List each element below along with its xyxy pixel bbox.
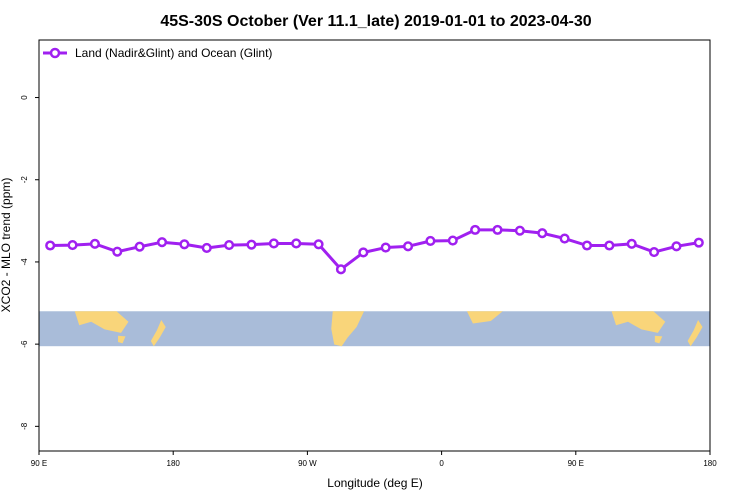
x-tick-label: 180 <box>703 459 717 468</box>
y-tick-label: -8 <box>20 422 29 430</box>
data-point <box>671 241 682 252</box>
data-point <box>380 242 391 253</box>
data-point <box>470 224 481 235</box>
data-point <box>268 238 279 249</box>
data-point <box>45 240 56 251</box>
data-point <box>246 239 257 250</box>
plot-frame <box>38 39 711 452</box>
data-point <box>537 228 548 239</box>
land-australia <box>74 311 129 333</box>
data-point <box>447 235 458 246</box>
y-axis: 0 -2 -4 -6 -8 <box>20 95 39 430</box>
chart-title: 45S-30S October (Ver 11.1_late) 2019-01-… <box>160 13 591 30</box>
data-point <box>403 241 414 252</box>
data-point <box>134 241 145 252</box>
y-tick-label: -2 <box>20 176 29 184</box>
series-line-path <box>50 228 700 271</box>
x-axis: 90 E 180 90 W 0 90 E 180 <box>31 451 717 468</box>
data-point <box>201 242 212 254</box>
data-point <box>89 238 100 249</box>
x-tick-label: 0 <box>439 459 444 468</box>
land-tasmania <box>118 335 126 344</box>
y-tick-label: -4 <box>20 258 29 266</box>
land-tasmania-repeat <box>654 335 663 344</box>
land-south-america <box>331 311 365 347</box>
data-point <box>358 247 369 258</box>
legend-marker-swatch <box>49 47 61 59</box>
data-point <box>112 246 123 257</box>
y-axis-label: XCO2 - MLO trend (ppm) <box>0 178 13 313</box>
data-point <box>156 237 168 248</box>
data-point <box>604 240 615 251</box>
land-new-zealand-repeat <box>687 319 703 347</box>
x-tick-label: 180 <box>167 459 181 468</box>
data-point <box>291 238 302 249</box>
ocean-background <box>39 311 710 347</box>
data-point <box>224 240 235 251</box>
world-map-strip <box>39 311 710 347</box>
data-point <box>514 225 525 236</box>
data-point <box>335 264 347 275</box>
x-tick-label: 90 E <box>31 459 47 468</box>
x-axis-label: Longitude (deg E) <box>327 476 422 490</box>
data-point <box>179 239 190 250</box>
land-new-zealand <box>150 319 166 347</box>
legend-label: Land (Nadir&Glint) and Ocean (Glint) <box>75 46 272 60</box>
data-point <box>313 239 324 250</box>
data-point <box>559 233 570 244</box>
x-tick-label: 90 W <box>298 459 317 468</box>
data-point <box>425 235 436 247</box>
data-point <box>492 224 503 235</box>
y-tick-label: 0 <box>20 95 29 100</box>
land-australia-repeat <box>611 311 666 333</box>
data-point <box>581 240 593 251</box>
land-south-africa <box>466 311 503 324</box>
y-tick-label: -6 <box>20 340 29 348</box>
x-tick-label: 90 E <box>568 459 584 468</box>
data-point <box>693 237 704 248</box>
legend: Land (Nadir&Glint) and Ocean (Glint) <box>43 46 272 60</box>
series-line <box>45 224 704 275</box>
data-point <box>626 238 637 249</box>
data-point <box>67 240 78 251</box>
data-point <box>649 247 660 258</box>
